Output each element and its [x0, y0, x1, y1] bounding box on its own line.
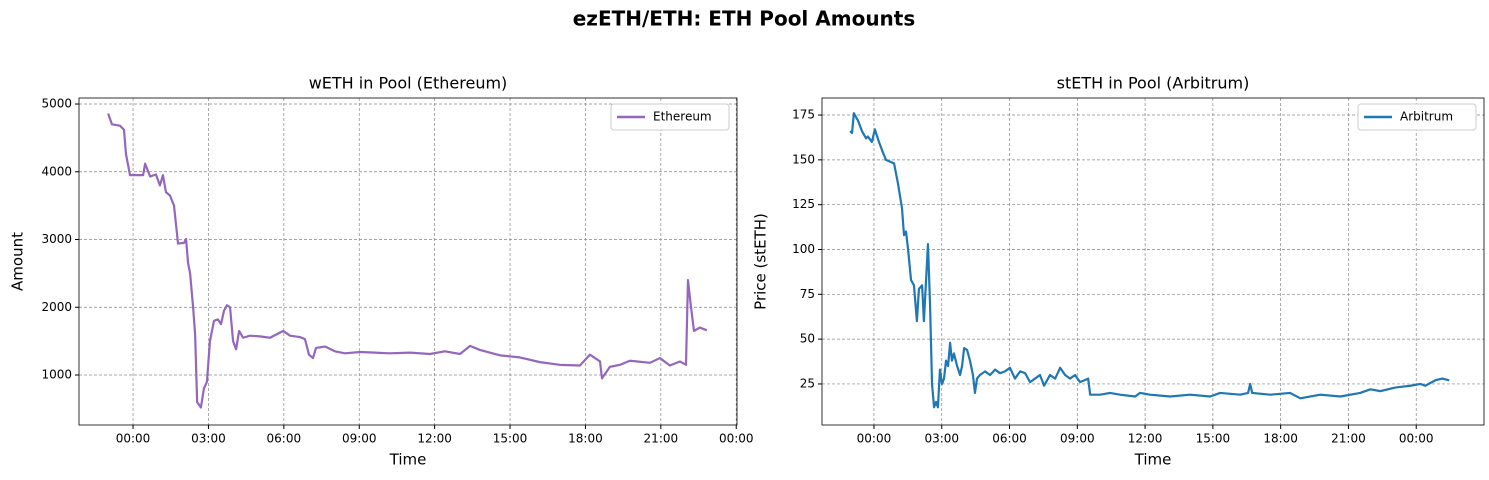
y-tick-label: 3000 [41, 232, 72, 246]
y-tick-label: 150 [792, 152, 815, 166]
x-tick-label: 21:00 [1331, 432, 1366, 446]
y-tick-label: 4000 [41, 164, 72, 178]
data-line [849, 112, 1450, 409]
x-tick-label: 12:00 [417, 432, 452, 446]
legend-box [1357, 103, 1477, 131]
y-tick-label: 2000 [41, 300, 72, 314]
plot-frame [78, 97, 738, 426]
subplot-title: stETH in Pool (Arbitrum) [1057, 74, 1250, 93]
subplot-title: wETH in Pool (Ethereum) [309, 74, 508, 93]
y-tick-label: 125 [792, 197, 815, 211]
legend: Arbitrum [1357, 103, 1477, 131]
y-tick-label: 100 [792, 242, 815, 256]
x-tick-label: 15:00 [1196, 432, 1231, 446]
subplot: wETH in Pool (Ethereum) Time Amount 00:00 03… [9, 74, 754, 469]
y-tick-label: 175 [792, 108, 815, 122]
x-tick-label: 03:00 [924, 432, 959, 446]
x-tick-label: 12:00 [1128, 432, 1163, 446]
x-tick-label: 21:00 [644, 432, 679, 446]
x-tick-label: 06:00 [992, 432, 1027, 446]
plot-frame [821, 97, 1485, 426]
x-tick-label: 09:00 [342, 432, 377, 446]
x-axis-label: Time [389, 451, 427, 469]
x-axis-label: Time [1134, 451, 1172, 469]
y-axis-label: Amount [9, 232, 27, 291]
x-tick-label: 00:00 [116, 432, 151, 446]
x-tick-label: 00:00 [1399, 432, 1434, 446]
legend-box [610, 103, 730, 131]
y-tick-label: 50 [800, 332, 815, 346]
x-tick-label: 03:00 [191, 432, 226, 446]
x-tick-label: 18:00 [1263, 432, 1298, 446]
legend-label: Ethereum [653, 110, 712, 124]
x-tick-label: 18:00 [568, 432, 603, 446]
legend: Ethereum [610, 103, 730, 131]
y-tick-label: 25 [800, 376, 815, 390]
x-tick-label: 15:00 [493, 432, 528, 446]
x-tick-label: 06:00 [267, 432, 302, 446]
y-tick-label: 75 [800, 287, 815, 301]
y-tick-label: 5000 [41, 97, 72, 111]
y-tick-label: 1000 [41, 368, 72, 382]
figure-title: ezETH/ETH: ETH Pool Amounts [573, 7, 916, 31]
data-line [107, 113, 708, 409]
x-tick-label: 00:00 [857, 432, 892, 446]
subplot: stETH in Pool (Arbitrum) Time Price (stETH… [752, 74, 1485, 469]
y-axis-label: Price (stETH) [752, 213, 770, 310]
x-tick-label: 09:00 [1060, 432, 1095, 446]
x-tick-label: 00:00 [719, 432, 754, 446]
legend-label: Arbitrum [1400, 110, 1453, 124]
